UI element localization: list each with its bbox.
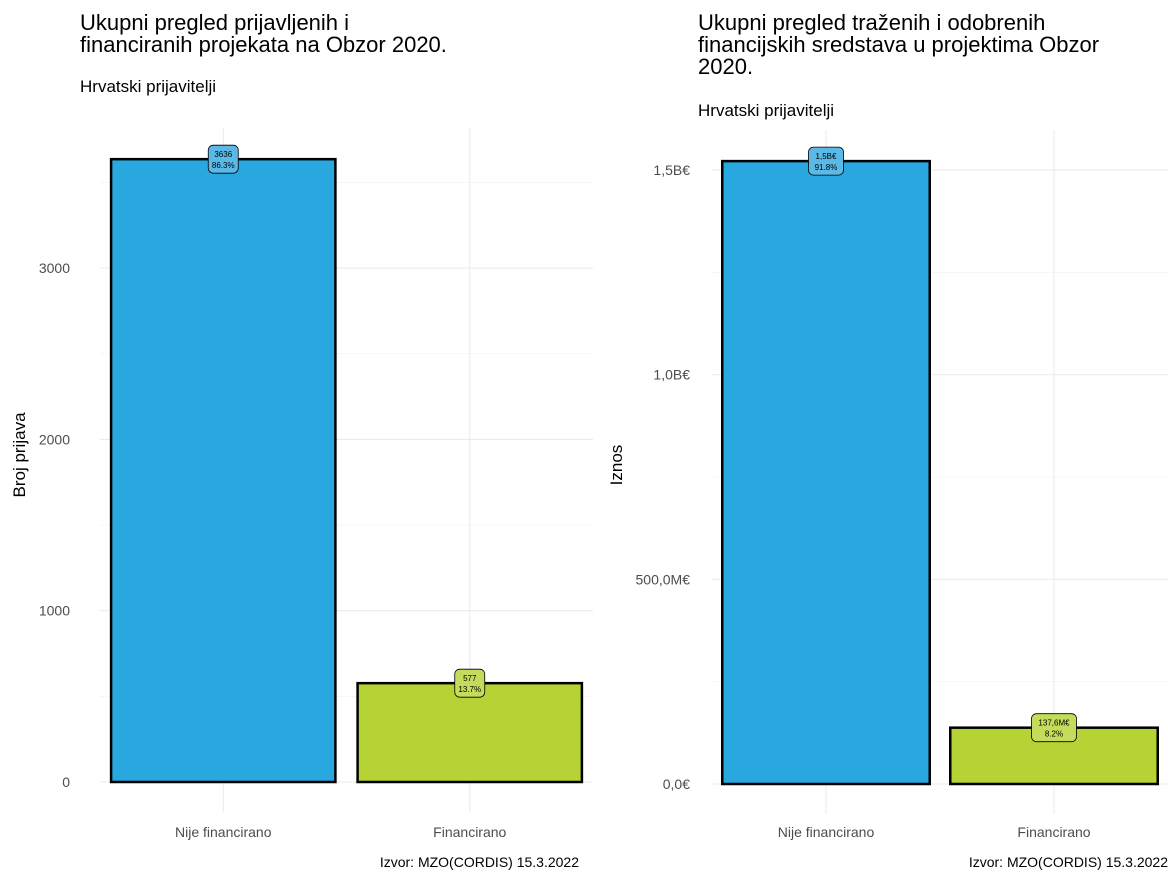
y-tick-label: 1000 [39, 603, 70, 619]
data-label-percent: 86.3% [212, 161, 235, 170]
data-label-box [808, 146, 844, 176]
chart-subtitle: Hrvatski prijavitelji [698, 101, 834, 120]
y-tick-label: 500,0M€ [636, 571, 691, 587]
chart-title: financijskih sredstava u projektima Obzo… [698, 32, 1099, 57]
y-tick-label: 1,0B€ [653, 367, 690, 383]
data-label-value: 3636 [214, 150, 232, 159]
y-tick-label: 0,0€ [663, 776, 690, 792]
data-label-value: 137,6M€ [1038, 719, 1070, 728]
chart-caption: Izvor: MZO(CORDIS) 15.3.2022 [380, 854, 579, 870]
chart-caption: Izvor: MZO(CORDIS) 15.3.2022 [969, 854, 1168, 870]
y-tick-label: 2000 [39, 431, 70, 447]
data-label-value: 577 [463, 674, 477, 683]
y-tick-label: 1,5B€ [653, 162, 690, 178]
data-label-value: 1,5B€ [816, 152, 837, 161]
chart-title: Ukupni pregled traženih i odobrenih [698, 10, 1045, 35]
y-axis-label: Iznos [607, 445, 626, 486]
data-label-box [207, 144, 239, 174]
x-tick-label: Nije financirano [778, 824, 875, 840]
data-label-percent: 13.7% [458, 685, 481, 694]
chart-title: financiranih projekata na Obzor 2020. [80, 32, 447, 57]
x-tick-label: Financirano [1017, 824, 1090, 840]
y-tick-label: 0 [62, 774, 70, 790]
data-label-box [1031, 713, 1077, 743]
data-label-box [454, 668, 486, 698]
y-tick-label: 3000 [39, 260, 70, 276]
bar-nije-financirano [721, 159, 931, 786]
data-label-percent: 8.2% [1045, 730, 1063, 739]
bar-financirano [356, 681, 584, 784]
chart-title: Ukupni pregled prijavljenih i [80, 10, 349, 35]
data-label-percent: 91.8% [815, 163, 838, 172]
bar-nije-financirano [109, 157, 337, 784]
x-tick-label: Financirano [433, 824, 506, 840]
x-tick-label: Nije financirano [175, 824, 272, 840]
chart-title: 2020. [698, 54, 753, 79]
y-axis-label: Broj prijava [10, 412, 29, 498]
chart-subtitle: Hrvatski prijavitelji [80, 77, 216, 96]
